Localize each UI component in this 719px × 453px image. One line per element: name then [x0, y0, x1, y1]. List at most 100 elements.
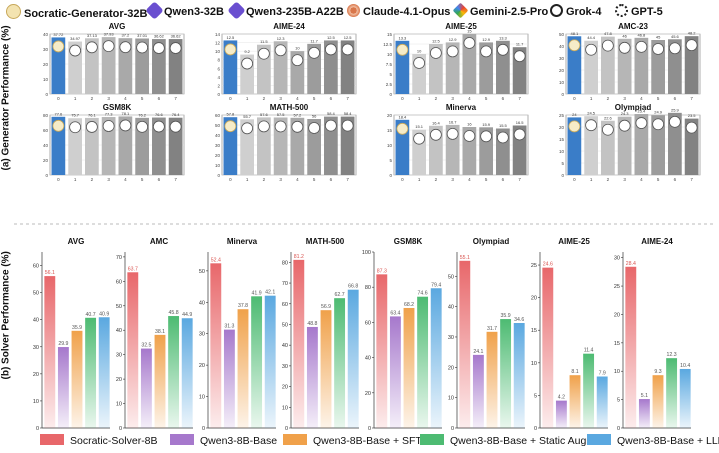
bar [320, 310, 332, 428]
y-tick-label: 5 [389, 72, 392, 77]
x-tick-label: 1 [418, 177, 421, 182]
x-tick-label: 1 [418, 96, 421, 101]
qwen-icon [429, 47, 442, 59]
bar [181, 318, 193, 428]
legend-item-static-augment: Qwen3-8B-Base + Static Augment [420, 434, 610, 447]
grok-icon [308, 122, 321, 134]
x-tick-label: 7 [174, 96, 177, 101]
deepseek-icon [341, 43, 354, 56]
bar-value-label: 81.2 [294, 254, 304, 260]
owl-icon [52, 119, 65, 132]
x-tick-label: 4 [640, 96, 643, 101]
legend-label: Claude-4.1-Opus [363, 6, 451, 18]
bar [168, 117, 183, 175]
openai-icon [668, 115, 681, 128]
x-tick-label: 7 [690, 177, 693, 182]
bar-value-label: 15.5 [499, 123, 508, 128]
x-tick-label: 6 [502, 96, 505, 101]
bar [542, 267, 554, 428]
grok-icon [136, 120, 149, 133]
y-tick-label: 4 [217, 75, 220, 80]
y-tick-label: 30 [199, 332, 205, 338]
bar [684, 118, 699, 175]
y-tick-label: 70 [116, 255, 122, 261]
bar-value-label: 4.2 [558, 395, 565, 401]
claude-icon [446, 45, 459, 58]
y-tick-label: 40 [282, 343, 288, 349]
x-tick-label: 0 [573, 96, 576, 101]
y-tick-label: 15 [531, 328, 537, 334]
bar [625, 266, 637, 428]
bar [257, 117, 271, 175]
x-tick-label: 3 [279, 177, 282, 182]
subplot-title: MATH-500 [270, 103, 309, 112]
bar [486, 331, 498, 428]
solver-subplot: AIME-25 0 5 10 15 20 25 24.6 4.2 8.1 11.4 7.9 [531, 237, 608, 432]
bar-value-label: 79.4 [431, 282, 441, 288]
y-tick-label: 20 [199, 363, 205, 369]
section-b-title: (b) Solver Performance (%) [0, 251, 12, 380]
x-tick-label: 3 [623, 177, 626, 182]
bar [462, 34, 477, 94]
bar-value-label: 24.1 [473, 349, 483, 355]
x-tick-label: 1 [246, 177, 249, 182]
x-tick-label: 3 [451, 177, 454, 182]
bar-value-label: 52.4 [211, 257, 221, 263]
y-tick-label: 70 [282, 281, 288, 287]
bar-value-label: 15 [467, 29, 472, 34]
y-tick-label: 60 [116, 279, 122, 285]
x-tick-label: 0 [573, 177, 576, 182]
bar [152, 117, 166, 175]
gemini-icon [635, 40, 648, 53]
bar-value-label: 12.3 [667, 352, 677, 358]
legend-item-qwen3-32b: Qwen3-32B [145, 1, 224, 20]
y-tick-label: 60 [365, 320, 371, 326]
bar-value-label: 24.5 [587, 111, 596, 116]
legend-swatch [587, 434, 611, 445]
bar [135, 38, 149, 94]
bar-value-label: 32.5 [141, 343, 151, 349]
x-tick-label: 1 [590, 96, 593, 101]
bar-value-label: 25.4 [637, 109, 646, 114]
bar-value-label: 42.1 [265, 290, 275, 296]
y-tick-label: 0 [202, 426, 205, 432]
bar [44, 276, 56, 428]
y-tick-label: 10 [33, 399, 39, 405]
bar-value-label: 12.5 [327, 35, 336, 40]
y-tick-label: 25 [614, 284, 620, 290]
bar-value-label: 9.3 [654, 369, 661, 375]
x-tick-label: 5 [313, 177, 316, 182]
legend-item-qwen3-235b: Qwen3-235B-A22B [227, 1, 344, 20]
qwen-icon [429, 128, 442, 141]
qwen-icon [257, 47, 270, 60]
bar-value-label: 45.6 [671, 34, 680, 39]
solver-subplot: AMC 0 10 20 30 40 50 60 70 63.7 32.5 38.1 45.8 44.9 [116, 237, 193, 432]
y-tick-label: 25 [531, 263, 537, 269]
y-tick-label: 0 [285, 426, 288, 432]
deepseek-icon [341, 119, 354, 132]
x-tick-label: 1 [74, 96, 77, 101]
bar [334, 298, 346, 428]
y-tick-label: 40 [43, 32, 49, 37]
bar-value-label: 24.9 [654, 110, 663, 115]
bar-value-label: 16.4 [432, 120, 441, 125]
subplot-title: AIME-24 [641, 237, 673, 246]
y-tick-label: 30 [282, 364, 288, 370]
bar [513, 323, 525, 428]
y-tick-label: 20 [116, 377, 122, 383]
y-tick-label: 15 [559, 137, 565, 142]
x-tick-label: 3 [623, 96, 626, 101]
qwen-icon [413, 57, 426, 69]
bar-value-label: 48.1 [570, 31, 579, 36]
bar [376, 274, 388, 428]
x-tick-label: 5 [657, 96, 660, 101]
y-tick-label: 12.5 [383, 42, 392, 47]
bar-value-label: 57.2 [293, 112, 302, 117]
bar-value-label: 12.5 [344, 35, 353, 40]
legend-item-grok: Grok-4 [550, 4, 601, 18]
y-tick-label: 40 [33, 318, 39, 324]
y-tick-label: 30 [559, 56, 565, 61]
generator-subplot: AVG 0 10 20 30 40 37.72 0 34.97 1 37.13 2 37.93 3 37.2… [43, 22, 185, 101]
owl-icon [6, 4, 21, 19]
x-tick-label: 3 [279, 96, 282, 101]
